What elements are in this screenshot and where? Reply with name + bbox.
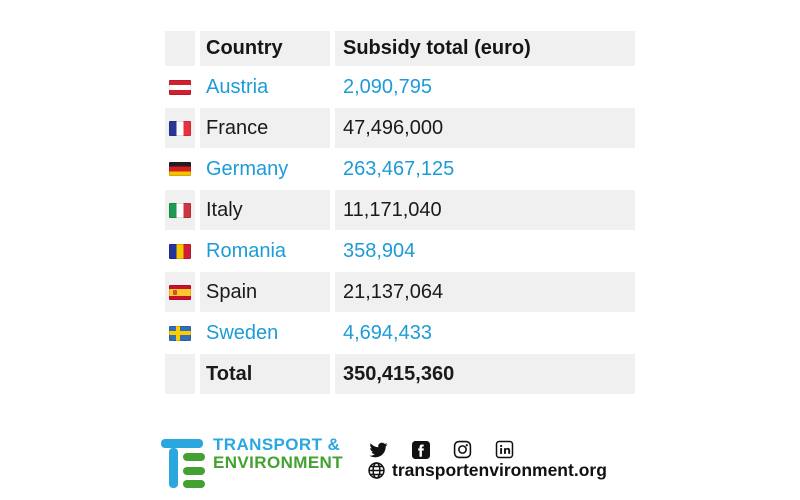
table-row-sweden: Sweden 4,694,433 xyxy=(165,313,635,353)
table-row-italy: Italy 11,171,040 xyxy=(165,190,635,230)
header-country: Country xyxy=(200,31,330,66)
org-name-line1: TRANSPORT & xyxy=(213,435,341,454)
country-name: Spain xyxy=(200,272,330,312)
website-row: transportenvironment.org xyxy=(367,460,607,480)
country-name: Sweden xyxy=(206,321,279,344)
country-name: Austria xyxy=(206,75,269,98)
table-row-germany: Germany 263,467,125 xyxy=(165,149,635,189)
subsidy-value: 47,496,000 xyxy=(335,108,635,148)
country-name: Romania xyxy=(206,239,287,262)
social-icons xyxy=(368,440,514,459)
subsidy-value: 358,904 xyxy=(343,239,416,262)
header-flag-cell xyxy=(165,31,195,66)
table-row-spain: Spain 21,137,064 xyxy=(165,272,635,312)
te-logo-e-bar xyxy=(183,453,205,461)
france-flag-icon xyxy=(169,120,191,136)
romania-flag-icon xyxy=(169,243,191,259)
org-name-line2: ENVIRONMENT xyxy=(213,453,344,472)
table-row-austria: Austria 2,090,795 xyxy=(165,67,635,107)
globe-icon xyxy=(368,461,385,479)
twitter-icon[interactable] xyxy=(368,441,389,459)
subsidy-value: 11,171,040 xyxy=(335,190,635,230)
website-url[interactable]: transportenvironment.org xyxy=(392,459,607,480)
total-value: 350,415,360 xyxy=(335,354,635,394)
instagram-icon[interactable] xyxy=(453,440,472,459)
subsidy-table: Country Subsidy total (euro) Austria 2,0… xyxy=(165,31,635,395)
org-name: TRANSPORT & ENVIRONMENT xyxy=(213,436,343,472)
te-logo-e-bar xyxy=(183,480,205,488)
te-logo-icon xyxy=(160,438,208,490)
total-label: Total xyxy=(200,354,330,394)
subsidy-value: 2,090,795 xyxy=(343,75,432,98)
country-name: Italy xyxy=(200,190,330,230)
subsidy-value: 21,137,064 xyxy=(335,272,635,312)
subsidy-value: 263,467,125 xyxy=(343,157,455,180)
table-total-row: Total 350,415,360 xyxy=(165,354,635,394)
country-name: France xyxy=(200,108,330,148)
header-subsidy: Subsidy total (euro) xyxy=(335,31,635,66)
te-logo-e-bar xyxy=(183,467,205,475)
table-row-france: France 47,496,000 xyxy=(165,108,635,148)
sweden-flag-icon xyxy=(169,325,191,341)
linkedin-icon[interactable] xyxy=(495,440,514,459)
country-name: Germany xyxy=(206,157,289,180)
italy-flag-icon xyxy=(169,202,191,218)
subsidy-value: 4,694,433 xyxy=(343,321,432,344)
table-header-row: Country Subsidy total (euro) xyxy=(165,31,635,66)
germany-flag-icon xyxy=(169,162,191,176)
spain-flag-icon xyxy=(169,284,191,300)
austria-flag-icon xyxy=(169,79,191,95)
te-logo-t-stem xyxy=(169,448,178,488)
table-row-romania: Romania 358,904 xyxy=(165,231,635,271)
facebook-icon[interactable] xyxy=(412,440,430,459)
te-logo-t-top xyxy=(161,439,203,448)
